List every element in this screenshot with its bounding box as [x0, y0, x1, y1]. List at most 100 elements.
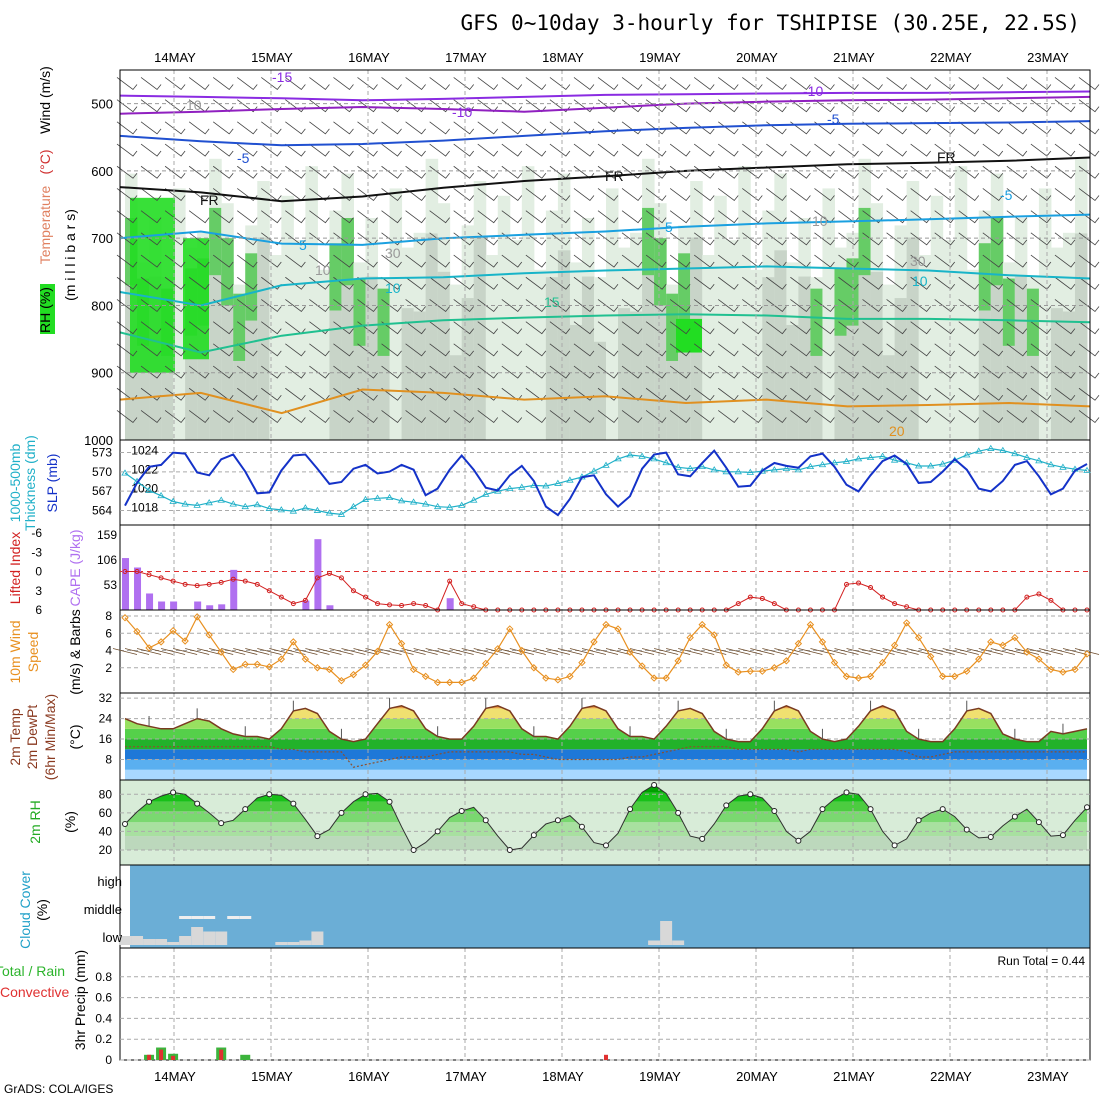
surface-barb [461, 648, 486, 655]
wind-barb [958, 232, 980, 246]
wind-barb [525, 343, 547, 357]
wind-barb [453, 210, 475, 224]
surface-barb [233, 648, 258, 655]
cloud-mid-bar [179, 916, 192, 919]
rh-area [654, 238, 667, 306]
lifted-index-point [1024, 594, 1030, 600]
wind-barb [838, 299, 859, 313]
wind-barb [333, 121, 354, 135]
rh-area [389, 188, 403, 440]
wind-barb [862, 165, 883, 179]
wind-barb [357, 299, 378, 313]
wind-barb [285, 387, 306, 401]
wind-barb [429, 165, 450, 179]
wind-barb [742, 188, 763, 202]
temp-tick: 32 [99, 691, 113, 705]
wind-speed-point [169, 626, 177, 635]
wind-barb [1078, 410, 1100, 424]
wind-barb [573, 188, 595, 202]
contour-label: 10 [385, 280, 401, 296]
cape-bar [134, 567, 142, 610]
wind-barb [237, 188, 258, 202]
wind-barb [188, 276, 210, 290]
wind-barb [237, 77, 258, 91]
wind-barb [405, 410, 426, 424]
ylabel-temp-c: (6hr Min/Max) [42, 694, 58, 780]
wind-barb [405, 232, 426, 246]
rh-area [353, 278, 366, 346]
contour-label: FR [937, 149, 956, 165]
wind-barb [525, 299, 547, 313]
rh-area [581, 276, 595, 440]
x-tick-bottom: 15MAY [251, 1069, 293, 1084]
surface-barb [545, 648, 570, 655]
wind-barb [405, 365, 426, 379]
wind-barb [742, 232, 763, 246]
wind-barb [140, 321, 162, 335]
wind-barb [188, 165, 210, 179]
isotherm--5 [119, 120, 1091, 147]
wind-barb [188, 387, 210, 401]
thickness-point [229, 500, 237, 507]
wind-barb [982, 254, 1004, 268]
temp-line [124, 704, 1088, 743]
contour-label: 20 [889, 423, 905, 439]
rh-area [846, 311, 860, 440]
cloud-low-bar [672, 940, 685, 945]
wind-barb [573, 165, 595, 179]
lifted-index-point [844, 581, 849, 587]
rh-area [618, 308, 631, 440]
wind-barb [261, 299, 282, 313]
thickness-point [734, 468, 742, 475]
surface-barb [702, 648, 727, 655]
rh-area [209, 233, 222, 440]
wind-barb [1054, 365, 1076, 379]
wind-barb [1054, 299, 1076, 313]
wind-barb [1030, 343, 1052, 357]
wind-barb [886, 121, 907, 135]
wind-barb [910, 343, 931, 357]
wind-barb [549, 143, 571, 157]
wind-barb [934, 188, 956, 202]
wind-barb [309, 210, 330, 224]
wind-barb [429, 299, 450, 313]
wind-barb [597, 365, 619, 379]
rh-point [747, 791, 754, 798]
pressure-tick: 500 [91, 97, 113, 112]
wind-barb [1006, 343, 1028, 357]
wind-tick: 2 [105, 661, 112, 675]
chart-title: GFS 0~10day 3-hourly for TSHIPISE (30.25… [460, 11, 1080, 35]
wind-barb [549, 210, 571, 224]
wind-barb [814, 232, 835, 246]
thickness-point [325, 509, 334, 516]
wind-speed-point [542, 674, 550, 682]
wind-barb [1006, 365, 1028, 379]
cape-bar [218, 604, 226, 610]
wind-barb [333, 365, 354, 379]
wind-barb [621, 299, 643, 313]
wind-barb [116, 121, 138, 135]
surface-barb [990, 648, 1015, 655]
precip-conv-bar [219, 1049, 224, 1060]
ylabel-slp: SLP (mb) [44, 454, 60, 513]
surface-barb [317, 648, 342, 655]
surface-barb [521, 648, 546, 655]
wind-tick: 6 [105, 626, 112, 640]
wind-speed-point [674, 657, 682, 665]
rh-area [1026, 341, 1040, 440]
wind-barb [693, 321, 715, 335]
wind-barb [333, 165, 354, 179]
wind-barb [669, 299, 691, 313]
wind-barb [597, 321, 619, 335]
wind-barb [790, 165, 811, 179]
wind-barb [261, 387, 282, 401]
wind-barb [573, 77, 595, 91]
x-tick-top: 16MAY [348, 50, 390, 65]
wind-barb [429, 365, 450, 379]
wind-barb [814, 188, 835, 202]
isotherm--10 [119, 95, 1091, 115]
lifted-index-line [125, 571, 1087, 611]
wind-barb [333, 210, 354, 224]
contour-label: 10 [912, 273, 928, 289]
wind-barb [790, 365, 811, 379]
